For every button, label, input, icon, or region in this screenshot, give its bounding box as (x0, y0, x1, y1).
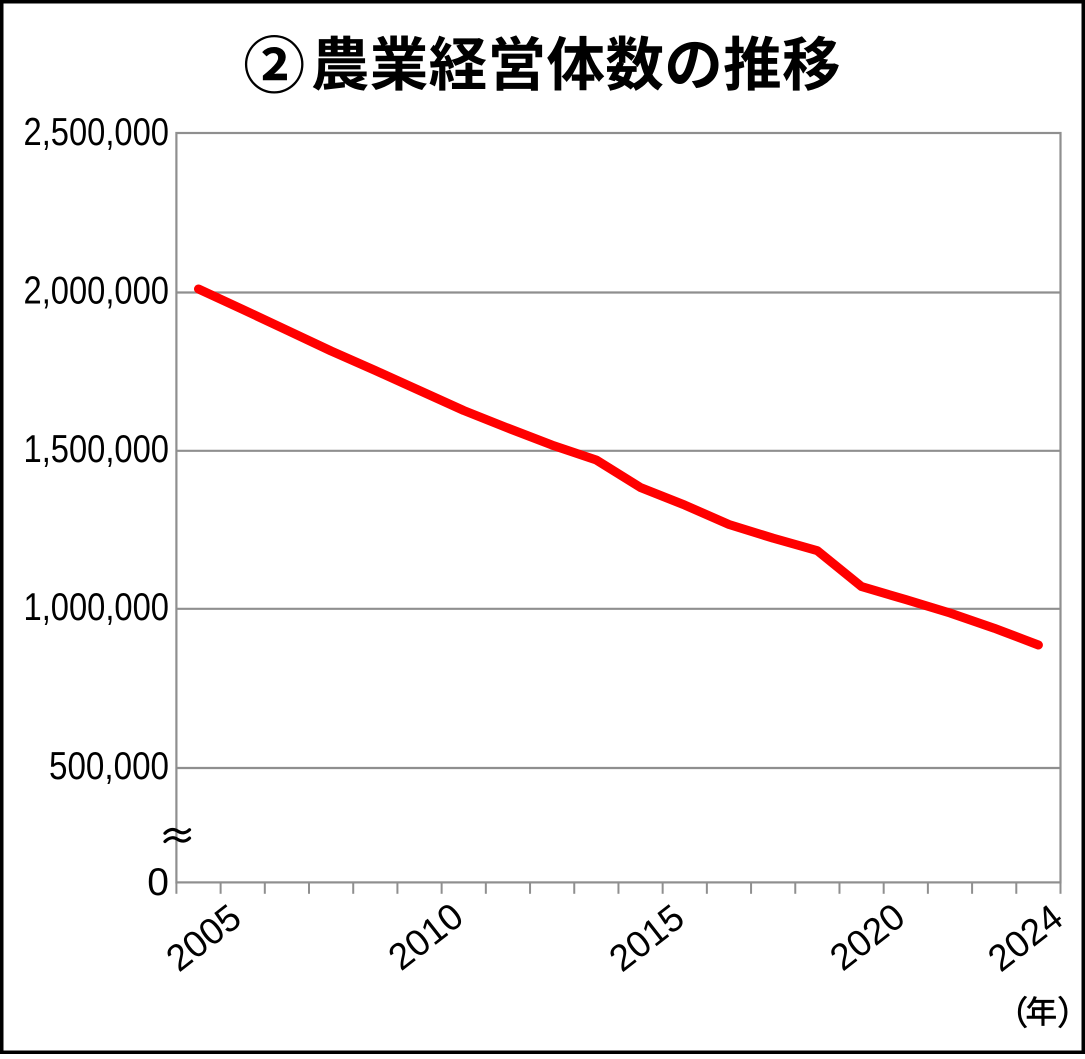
svg-text:2,500,000: 2,500,000 (24, 111, 170, 154)
svg-text:2,000,000: 2,000,000 (24, 269, 170, 312)
svg-text:1,000,000: 1,000,000 (24, 586, 170, 629)
svg-text:500,000: 500,000 (49, 745, 169, 788)
svg-text:1,500,000: 1,500,000 (24, 428, 170, 471)
svg-text:0: 0 (147, 861, 169, 904)
